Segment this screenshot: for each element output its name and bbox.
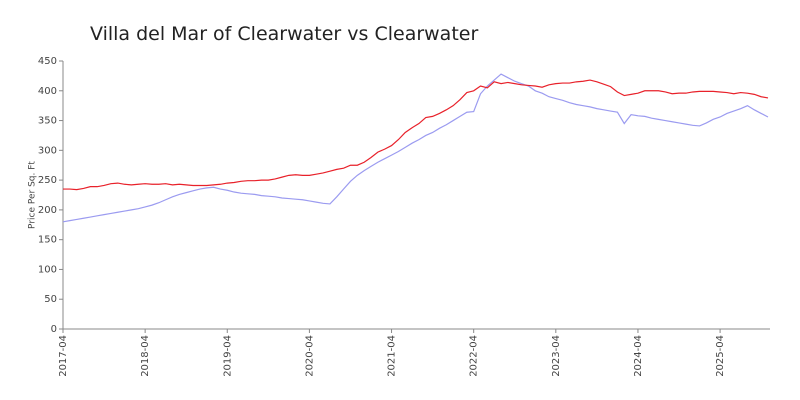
y-tick-label: 300 (38, 145, 57, 156)
line-series (63, 79, 769, 191)
y-tick-label: 50 (44, 294, 57, 305)
x-tick-label: 2024-04 (633, 335, 644, 377)
y-tick-label: 400 (38, 86, 57, 97)
y-tick-label: 350 (38, 116, 57, 127)
x-tick-label: 2023-04 (551, 335, 562, 377)
x-tick-label: 2017-04 (58, 335, 69, 377)
y-tick-label: 250 (38, 175, 57, 186)
x-tick-label: 2018-04 (140, 335, 151, 377)
x-tick-label: 2021-04 (387, 335, 398, 377)
y-tick-label: 150 (38, 235, 57, 246)
x-tick-label: 2022-04 (469, 335, 480, 377)
y-tick-label: 200 (38, 205, 57, 216)
x-tick-label: 2019-04 (222, 335, 233, 377)
line-series (62, 73, 769, 223)
x-tick-label: 2025-04 (715, 335, 726, 377)
y-axis-label: Price Per Sq. Ft (28, 161, 38, 229)
y-tick-label: 450 (38, 56, 57, 67)
x-tick-label: 2020-04 (304, 335, 315, 377)
chart-title: Villa del Mar of Clearwater vs Clearwate… (90, 23, 478, 45)
y-tick-label: 100 (38, 264, 57, 275)
y-tick-label: 0 (51, 324, 57, 335)
